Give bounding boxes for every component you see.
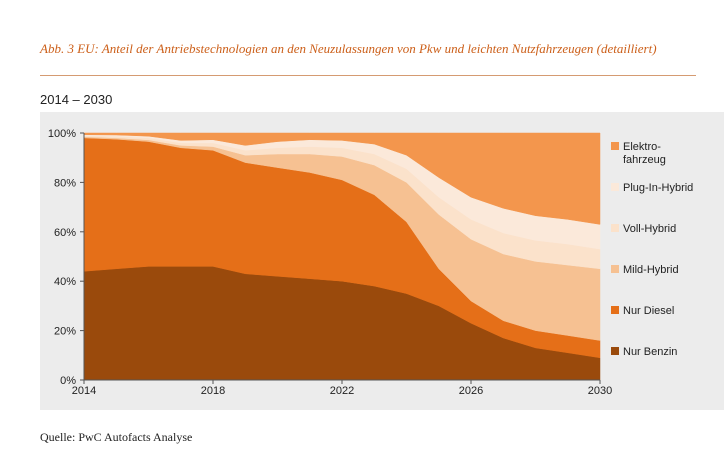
y-tick-label: 40% (54, 276, 76, 288)
stacked-area-chart: 0% 20% 40% 60% 80% 100% 2014 2018 2022 2026 2030 E… (48, 128, 693, 397)
x-tick-label: 2022 (330, 385, 354, 397)
chart-panel: 0% 20% 40% 60% 80% 100% 2014 2018 2022 2026 2030 E… (40, 112, 724, 410)
y-tick-label: 80% (54, 177, 76, 189)
legend-swatch-voll (611, 224, 619, 232)
y-tick-label: 0% (60, 375, 76, 387)
x-tick-label: 2018 (201, 385, 225, 397)
legend-label-elektro: Elektro-fahrzeug (623, 141, 666, 166)
legend-label-plugin: Plug-In-Hybrid (623, 182, 693, 194)
figure-title: Abb. 3 EU: Anteil der Antriebstechnologi… (40, 41, 657, 56)
y-tick-label: 20% (54, 326, 76, 338)
chart-areas (83, 132, 601, 381)
legend-label-voll: Voll-Hybrid (623, 223, 676, 235)
legend-label-benzin: Nur Benzin (623, 346, 677, 358)
chart-subtitle: 2014 – 2030 (40, 92, 113, 107)
chart-axes: 0% 20% 40% 60% 80% 100% 2014 2018 2022 2026 2030 (48, 128, 612, 397)
legend-swatch-mild (611, 265, 619, 273)
y-tick-label: 60% (54, 227, 76, 239)
source-note: Quelle: PwC Autofacts Analyse (40, 430, 193, 444)
legend-swatch-benzin (611, 347, 619, 355)
legend-label-diesel: Nur Diesel (623, 305, 674, 317)
legend-swatch-diesel (611, 306, 619, 314)
area-elektro (83, 132, 601, 225)
legend-label-mild: Mild-Hybrid (623, 264, 679, 276)
legend-swatch-elektro (611, 142, 619, 150)
x-tick-label: 2026 (459, 385, 483, 397)
y-tick-label: 100% (48, 128, 76, 140)
x-tick-label: 2014 (72, 385, 96, 397)
title-divider (40, 75, 696, 76)
legend-swatch-plugin (611, 183, 619, 191)
chart-legend: Elektro-fahrzeug Plug-In-Hybrid Voll-Hybri… (611, 141, 693, 358)
x-tick-label: 2030 (588, 385, 612, 397)
